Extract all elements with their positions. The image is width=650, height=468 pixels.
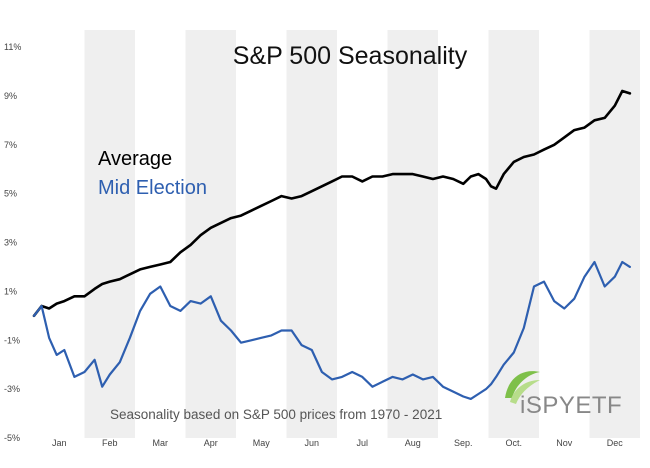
x-tick-label: Jun xyxy=(305,438,320,448)
y-tick-label: -5% xyxy=(4,433,20,443)
month-band-dec xyxy=(589,30,640,438)
x-tick-label: Aug xyxy=(405,438,421,448)
x-tick-label: Mar xyxy=(153,438,169,448)
series-line-mid-election xyxy=(32,260,632,400)
logo-swoosh-icon xyxy=(505,371,540,404)
legend-average: Average xyxy=(98,148,172,170)
series-lines xyxy=(32,89,632,400)
x-tick-label: Dec xyxy=(607,438,624,448)
month-band-feb xyxy=(84,30,135,438)
logo-wordmark: iSPYETF xyxy=(520,392,622,419)
x-tick-label: May xyxy=(253,438,271,448)
x-tick-label: Jul xyxy=(357,438,369,448)
month-shading xyxy=(84,30,640,438)
y-tick-label: 11% xyxy=(4,42,21,52)
month-band-oct xyxy=(488,30,539,438)
y-tick-label: 7% xyxy=(4,140,17,150)
x-tick-label: Feb xyxy=(102,438,118,448)
series-line-average xyxy=(32,89,632,318)
x-tick-label: Oct. xyxy=(506,438,523,448)
y-tick-label: -3% xyxy=(4,384,20,394)
x-tick-label: Apr xyxy=(204,438,218,448)
y-tick-label: 9% xyxy=(4,91,17,101)
x-axis: Jan Feb Mar Apr May Jun Jul Aug Sep. Oct. Nov Dec xyxy=(52,438,623,448)
ispyetf-logo: iSPYETF xyxy=(505,371,622,419)
chart-title: S&P 500 Seasonality xyxy=(233,42,468,70)
y-tick-label: 1% xyxy=(4,286,17,296)
legend-mid-election: Mid Election xyxy=(98,177,207,199)
month-band-apr xyxy=(185,30,236,438)
x-tick-label: Nov xyxy=(556,438,573,448)
y-tick-label: 3% xyxy=(4,238,17,248)
x-tick-label: Sep. xyxy=(454,438,473,448)
y-axis: 11% 9% 7% 5% 3% 1% -1% -3% -5% xyxy=(4,42,21,443)
month-band-jun xyxy=(286,30,337,438)
month-band-aug xyxy=(387,30,438,438)
y-tick-label: 5% xyxy=(4,189,17,199)
x-tick-label: Jan xyxy=(52,438,67,448)
source-footnote: Seasonality based on S&P 500 prices from… xyxy=(110,407,442,422)
y-tick-label: -1% xyxy=(4,335,20,345)
